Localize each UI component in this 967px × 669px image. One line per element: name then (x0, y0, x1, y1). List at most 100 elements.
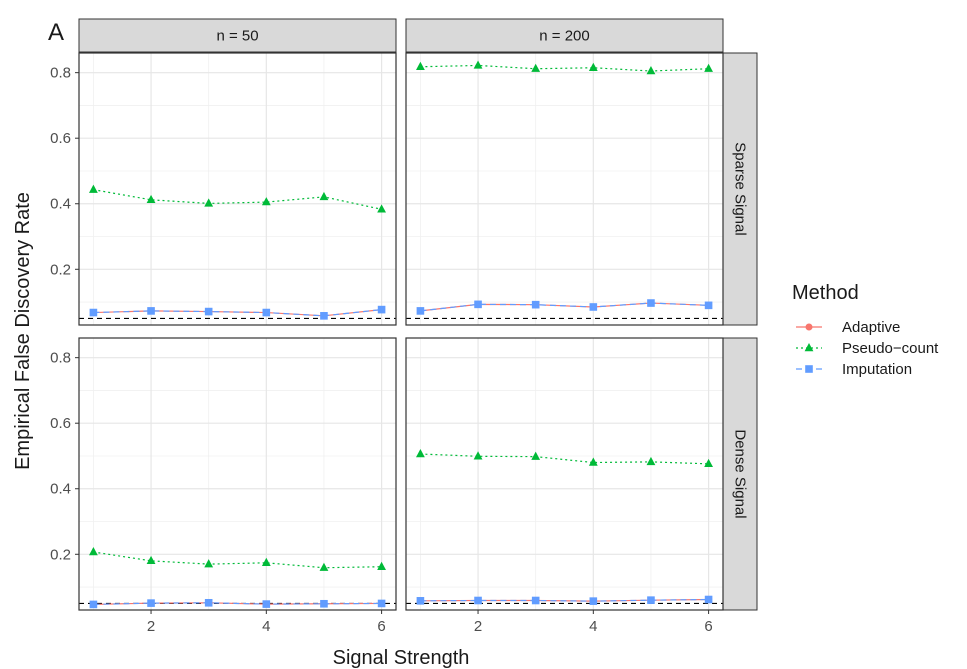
series-line-pseudo-count (93, 551, 382, 569)
point-pseudo-count (204, 559, 214, 568)
legend-entry-imputation: Imputation (796, 361, 912, 378)
point-pseudo-count (588, 62, 598, 71)
panel-background (79, 53, 396, 325)
point-imputation (589, 303, 598, 311)
point-pseudo-count (531, 451, 541, 460)
point-imputation (377, 305, 386, 314)
panel-tag: A (48, 19, 64, 46)
strip-n-200 (405, 18, 724, 53)
strip-dense-signal (722, 337, 758, 611)
point-imputation (416, 307, 425, 315)
panel-border (405, 337, 724, 611)
point-imputation (89, 308, 98, 317)
y-axis-title: Empirical False Discovery Rate (12, 192, 34, 470)
panel-border (78, 52, 397, 326)
strip-label-n-200: n = 200 (539, 28, 589, 45)
panel-background (406, 338, 723, 610)
point-pseudo-count (146, 194, 156, 204)
legend-key-point (804, 343, 814, 352)
point-pseudo-count (146, 555, 156, 565)
series-line-pseudo-count (420, 64, 709, 72)
panel-n-50-dense-signal: 0.2 0.4 0.6 0.8 2 4 6 (50, 337, 397, 635)
point-imputation (704, 301, 713, 310)
point-pseudo-count (473, 60, 483, 69)
point-pseudo-count (261, 557, 271, 567)
point-imputation (147, 599, 155, 607)
series-line-imputation (420, 302, 709, 312)
y-tick-label: 0.6 (50, 130, 71, 147)
point-imputation (204, 598, 213, 607)
legend: Method Adaptive Pseudo−count Imputation (792, 282, 939, 378)
series-line-pseudo-count (420, 453, 709, 465)
panel-n-200-dense-signal: 2 4 6 (405, 337, 724, 635)
series-line-imputation (93, 309, 382, 317)
strip-sparse-signal (722, 52, 758, 326)
series-line-imputation (420, 598, 709, 602)
point-imputation (204, 307, 213, 316)
legend-key-point (805, 365, 813, 373)
x-tick-label: 2 (147, 618, 155, 635)
point-pseudo-count (319, 562, 329, 571)
point-imputation (147, 307, 155, 315)
point-pseudo-count (416, 61, 425, 70)
point-pseudo-count (261, 197, 271, 206)
x-tick-label: 6 (377, 618, 385, 635)
point-pseudo-count (531, 63, 541, 72)
x-axis-title: Signal Strength (333, 647, 470, 669)
point-imputation (320, 312, 328, 320)
y-tick-label: 0.6 (50, 415, 71, 432)
panel-border (405, 52, 724, 326)
point-pseudo-count (704, 63, 713, 72)
point-pseudo-count (89, 546, 98, 556)
strip-label-dense-signal: Dense Signal (732, 429, 749, 518)
panel-n-200-sparse-signal (405, 52, 724, 326)
point-imputation (531, 300, 540, 309)
x-tick-label: 4 (589, 618, 597, 635)
y-tick-label: 0.4 (50, 481, 71, 498)
x-tick-label: 4 (262, 618, 270, 635)
point-imputation (647, 596, 655, 604)
point-imputation (474, 300, 482, 309)
series-line-imputation (93, 602, 382, 606)
panel-border (78, 337, 397, 611)
facet-panels: n = 50 n = 200 Sparse Signal Dense Signal 0.… (50, 18, 758, 635)
point-pseudo-count (704, 458, 713, 468)
y-tick-label: 0.8 (50, 65, 71, 82)
panel-background (79, 338, 396, 610)
point-pseudo-count (377, 561, 386, 570)
panel-background (406, 53, 723, 325)
y-tick-label: 0.8 (50, 350, 71, 367)
point-pseudo-count (588, 457, 598, 466)
y-tick-label: 0.2 (50, 546, 71, 563)
legend-label: Imputation (842, 361, 912, 378)
legend-title: Method (792, 282, 859, 304)
point-pseudo-count (89, 184, 98, 193)
point-pseudo-count (646, 456, 656, 466)
point-imputation (704, 595, 713, 604)
point-imputation (647, 299, 655, 307)
point-imputation (474, 596, 482, 605)
point-imputation (589, 597, 598, 605)
point-pseudo-count (646, 66, 656, 75)
point-imputation (531, 596, 540, 605)
legend-label: Pseudo−count (842, 340, 939, 357)
point-pseudo-count (473, 451, 483, 460)
legend-entry-adaptive: Adaptive (796, 319, 900, 336)
point-imputation (320, 599, 328, 608)
point-pseudo-count (416, 449, 425, 458)
x-tick-label: 2 (474, 618, 482, 635)
legend-entry-pseudo-count: Pseudo−count (796, 340, 939, 357)
point-imputation (377, 599, 386, 608)
point-pseudo-count (319, 191, 329, 201)
x-tick-label: 6 (704, 618, 712, 635)
series-line-pseudo-count (93, 189, 382, 210)
point-imputation (89, 600, 98, 609)
y-tick-label: 0.4 (50, 196, 71, 213)
legend-key-point (805, 323, 813, 331)
legend-label: Adaptive (842, 319, 900, 336)
point-pseudo-count (204, 198, 214, 207)
strip-label-n-50: n = 50 (216, 28, 258, 45)
panel-n-50-sparse-signal: 0.2 0.4 0.6 0.8 (50, 52, 397, 326)
point-imputation (262, 308, 271, 317)
